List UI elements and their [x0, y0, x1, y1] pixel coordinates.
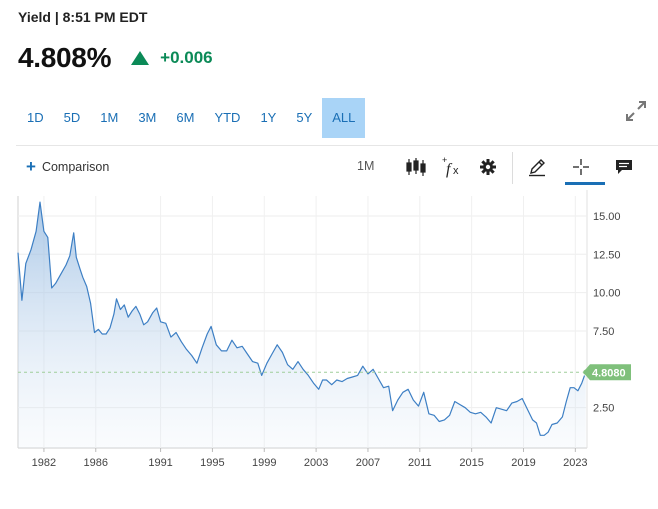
function-icon[interactable]: + f x [440, 155, 464, 179]
range-ytd[interactable]: YTD [214, 110, 241, 125]
x-tick-label: 1986 [84, 457, 108, 469]
x-tick-label: 2007 [356, 457, 380, 469]
x-tick-label: 1995 [200, 457, 224, 469]
price-row: 4.808% +0.006 [18, 42, 213, 74]
y-tick-label: 15.00 [593, 211, 621, 223]
x-tick-label: 2003 [304, 457, 328, 469]
quote-title: Yield | 8:51 PM EDT [18, 9, 148, 25]
range-1y[interactable]: 1Y [260, 110, 277, 125]
last-value-tag [583, 364, 631, 381]
chart-toolbar: + Comparison 1M + f x [0, 152, 658, 186]
x-tick-label: 2023 [563, 457, 587, 469]
x-tick-label: 1991 [148, 457, 172, 469]
range-6m[interactable]: 6M [176, 110, 195, 125]
comparison-label: Comparison [41, 160, 110, 174]
x-tick-label: 2019 [511, 457, 535, 469]
comparison-button[interactable]: + Comparison [26, 157, 110, 176]
active-tool-indicator [565, 182, 605, 185]
expand-icon[interactable] [624, 99, 648, 123]
comment-icon[interactable] [612, 155, 636, 179]
y-tick-label: 2.50 [593, 403, 614, 415]
price-change: +0.006 [131, 48, 213, 68]
y-tick-label: 12.50 [593, 249, 621, 261]
crosshair-icon[interactable] [569, 155, 593, 179]
range-5d[interactable]: 5D [63, 110, 81, 125]
range-3m[interactable]: 3M [138, 110, 157, 125]
last-price: 4.808% [18, 42, 112, 73]
header-divider [16, 145, 658, 146]
x-tick-label: 1999 [252, 457, 276, 469]
candlestick-icon[interactable] [404, 155, 428, 179]
yield-chart[interactable]: 15.00 12.50 10.00 7.50 2.50 1982 1986 1991 1995 1… [0, 190, 658, 480]
y-tick-label: 7.50 [593, 326, 614, 338]
draw-pencil-icon[interactable] [525, 155, 549, 179]
range-all[interactable]: ALL [322, 98, 366, 138]
toolbar-separator [512, 152, 513, 184]
x-tick-label: 1982 [32, 457, 56, 469]
svg-text:+: + [442, 155, 447, 165]
range-5y[interactable]: 5Y [296, 110, 313, 125]
svg-text:f: f [446, 161, 453, 178]
last-value-label: 4.8080 [592, 367, 626, 379]
range-1d[interactable]: 1D [27, 110, 44, 125]
yield-series-line [17, 201, 587, 436]
plus-icon: + [26, 157, 36, 176]
gear-icon[interactable] [476, 155, 500, 179]
yield-area-fill [18, 202, 586, 448]
range-1m[interactable]: 1M [100, 110, 119, 125]
up-arrow-icon [131, 51, 150, 65]
range-selector: 1D 5D 1M 3M 6M YTD 1Y 5Y ALL [17, 98, 366, 138]
x-tick-label: 2011 [408, 457, 432, 469]
y-tick-label: 10.00 [593, 288, 621, 300]
interval-selector[interactable]: 1M [357, 159, 375, 173]
change-value: +0.006 [160, 48, 213, 67]
x-tick-label: 2015 [459, 457, 483, 469]
svg-text:x: x [453, 165, 459, 177]
